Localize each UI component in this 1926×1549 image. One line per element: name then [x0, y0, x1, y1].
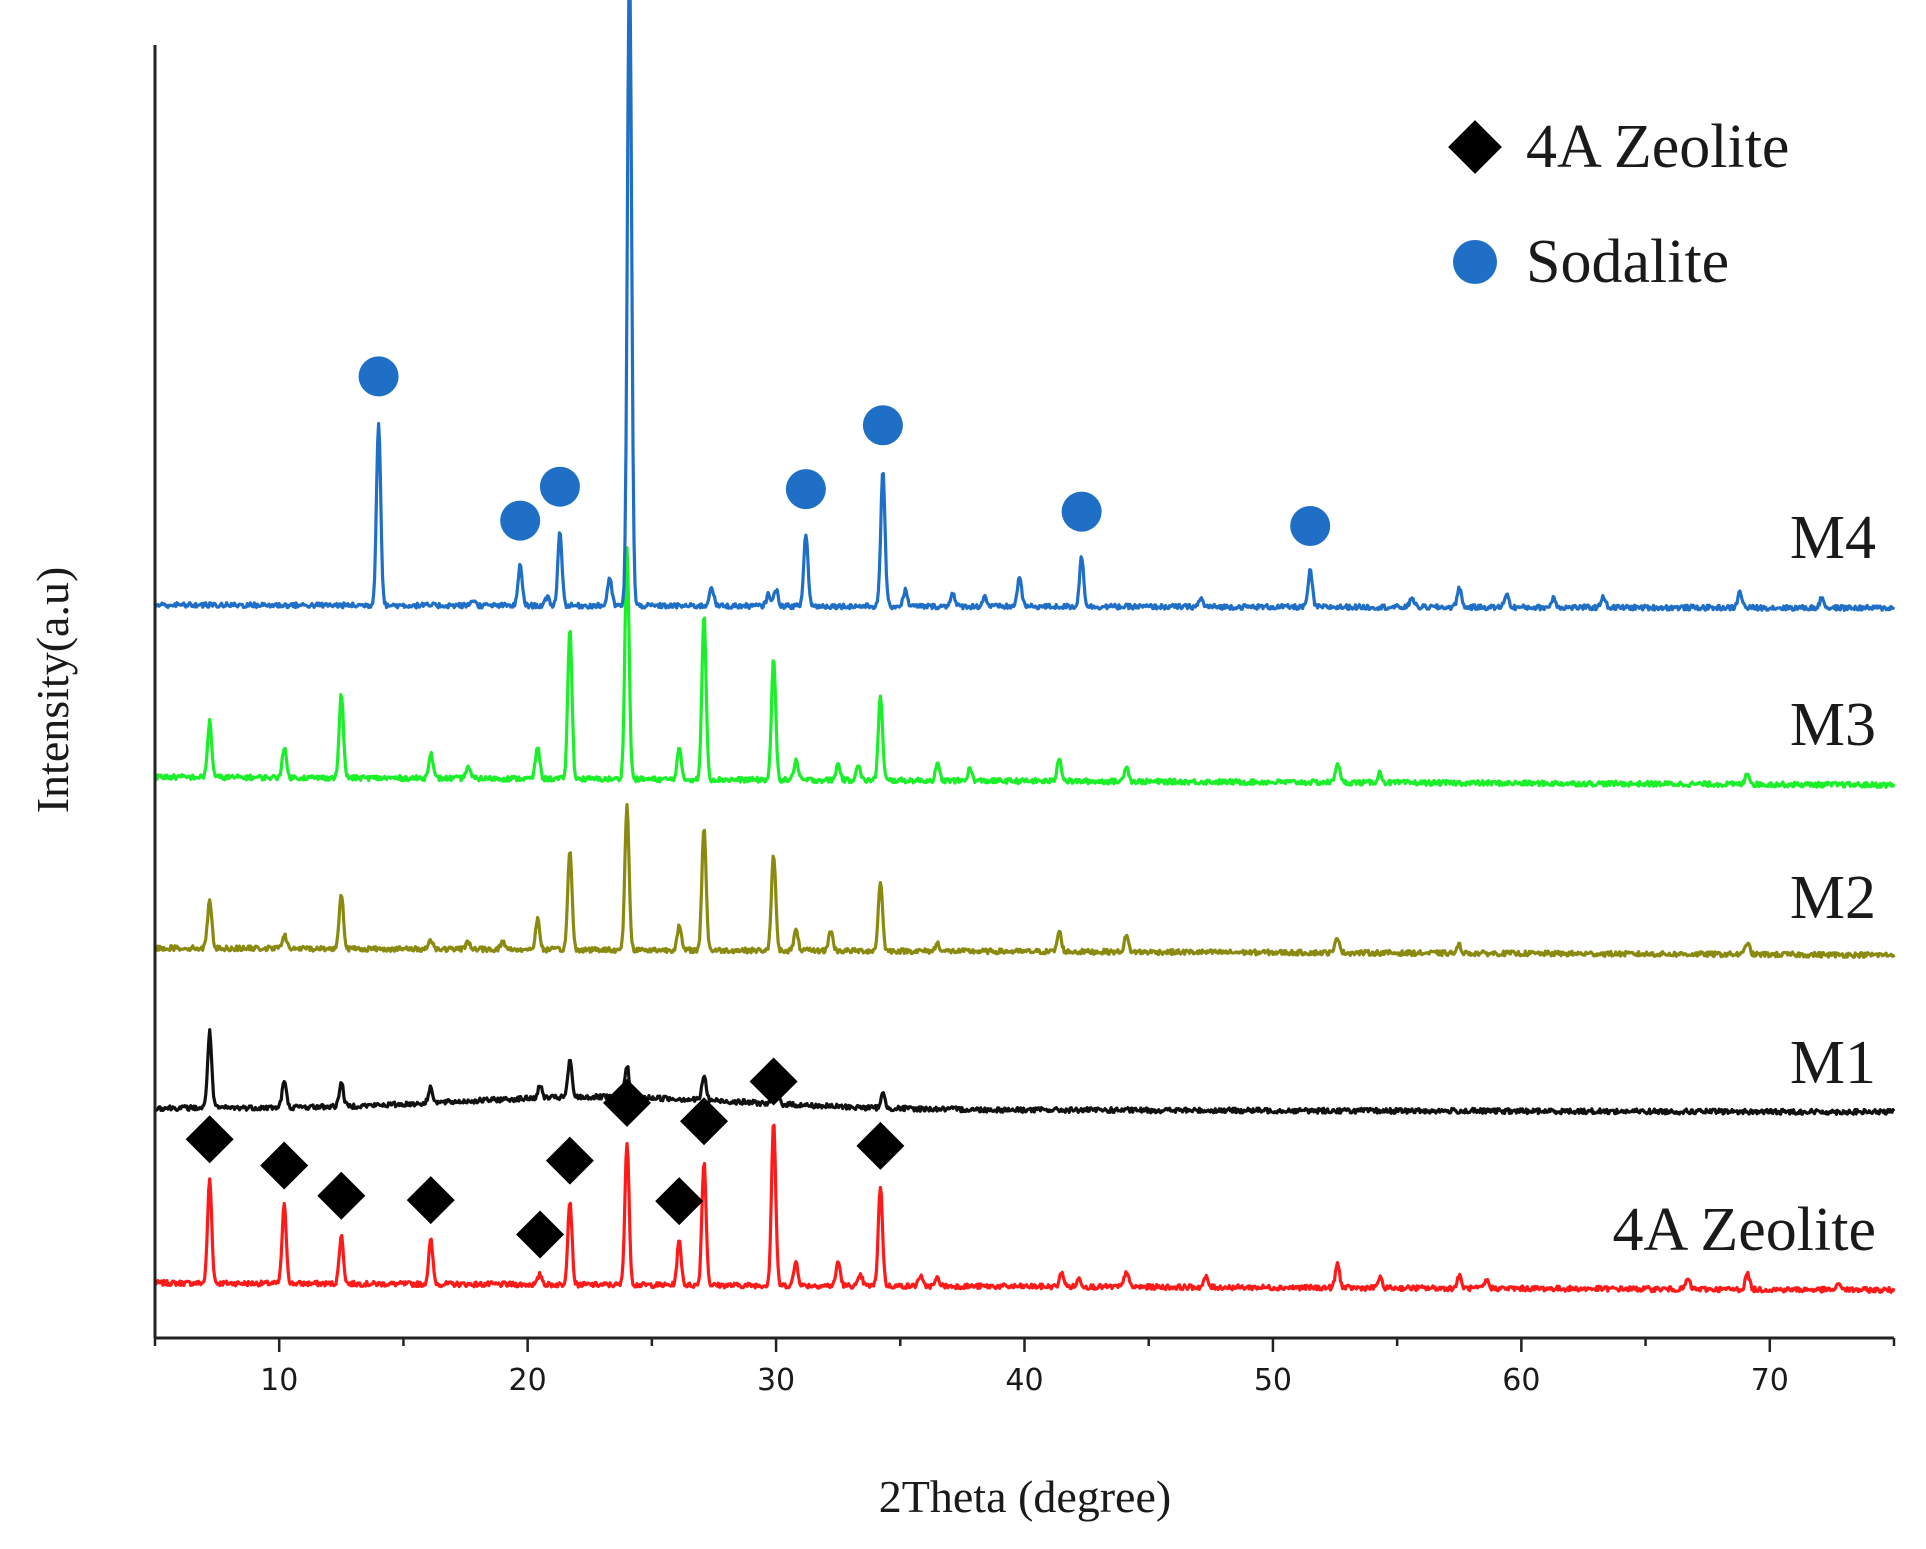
- zeolite-peak-marker-9: [749, 1057, 798, 1106]
- markers-group: [185, 356, 1331, 1259]
- y-axis-title: Intensity(a.u): [27, 567, 78, 814]
- zeolite-peak-marker-10: [856, 1121, 905, 1170]
- series-line-m1: [153, 1028, 1896, 1116]
- x-tick-label-40: 40: [1005, 1363, 1043, 1398]
- sodalite-peak-marker-1: [500, 500, 541, 541]
- series-label-m2: M2: [1790, 864, 1876, 932]
- series-labels-group: 4A Zeolite M1 M2 M3 M4: [1613, 504, 1876, 1264]
- sodalite-peak-marker-7: [1290, 505, 1331, 546]
- x-tick-label-10: 10: [260, 1363, 298, 1398]
- x-tick-label-50: 50: [1254, 1363, 1292, 1398]
- series-line-m4: [153, 0, 1896, 612]
- sodalite-peak-marker-2: [539, 466, 580, 507]
- series-line-m3: [153, 546, 1896, 789]
- series-label-m1: M1: [1790, 1029, 1876, 1097]
- x-tick-label-60: 60: [1502, 1363, 1540, 1398]
- zeolite-peak-marker-7: [655, 1177, 704, 1226]
- zeolite-peak-marker-1: [260, 1141, 309, 1190]
- zeolite-peak-marker-6: [603, 1078, 652, 1127]
- legend-diamond-icon: [1448, 120, 1502, 174]
- traces-group: [153, 0, 1896, 1295]
- sodalite-peak-marker-6: [1061, 491, 1102, 532]
- legend: 4A Zeolite Sodalite: [1448, 113, 1789, 296]
- zeolite-peak-marker-8: [680, 1097, 729, 1146]
- legend-label-sodalite: Sodalite: [1526, 228, 1729, 296]
- zeolite-peak-marker-3: [406, 1176, 455, 1225]
- zeolite-peak-marker-0: [185, 1115, 234, 1164]
- zeolite-peak-marker-4: [516, 1210, 565, 1259]
- series-label-m4: M4: [1790, 504, 1876, 572]
- sodalite-peak-marker-5: [862, 405, 903, 446]
- x-tick-label-20: 20: [509, 1363, 547, 1398]
- sodalite-peak-marker-4: [785, 469, 826, 510]
- x-ticks-group: 10 20 30 40 50 60 70: [153, 1338, 1896, 1398]
- series-label-4a-zeolite: 4A Zeolite: [1613, 1196, 1876, 1264]
- sodalite-peak-marker-0: [358, 356, 399, 397]
- legend-label-4a-zeolite: 4A Zeolite: [1526, 113, 1789, 181]
- series-line-m2: [153, 802, 1896, 959]
- zeolite-peak-marker-5: [545, 1136, 594, 1185]
- x-tick-label-70: 70: [1751, 1363, 1789, 1398]
- legend-circle-icon: [1453, 240, 1497, 284]
- x-tick-label-30: 30: [757, 1363, 795, 1398]
- zeolite-peak-marker-2: [317, 1171, 366, 1220]
- x-axis-title: 2Theta (degree): [879, 1471, 1171, 1522]
- series-line-4a-zeolite: [153, 1123, 1896, 1295]
- series-label-m3: M3: [1790, 691, 1876, 759]
